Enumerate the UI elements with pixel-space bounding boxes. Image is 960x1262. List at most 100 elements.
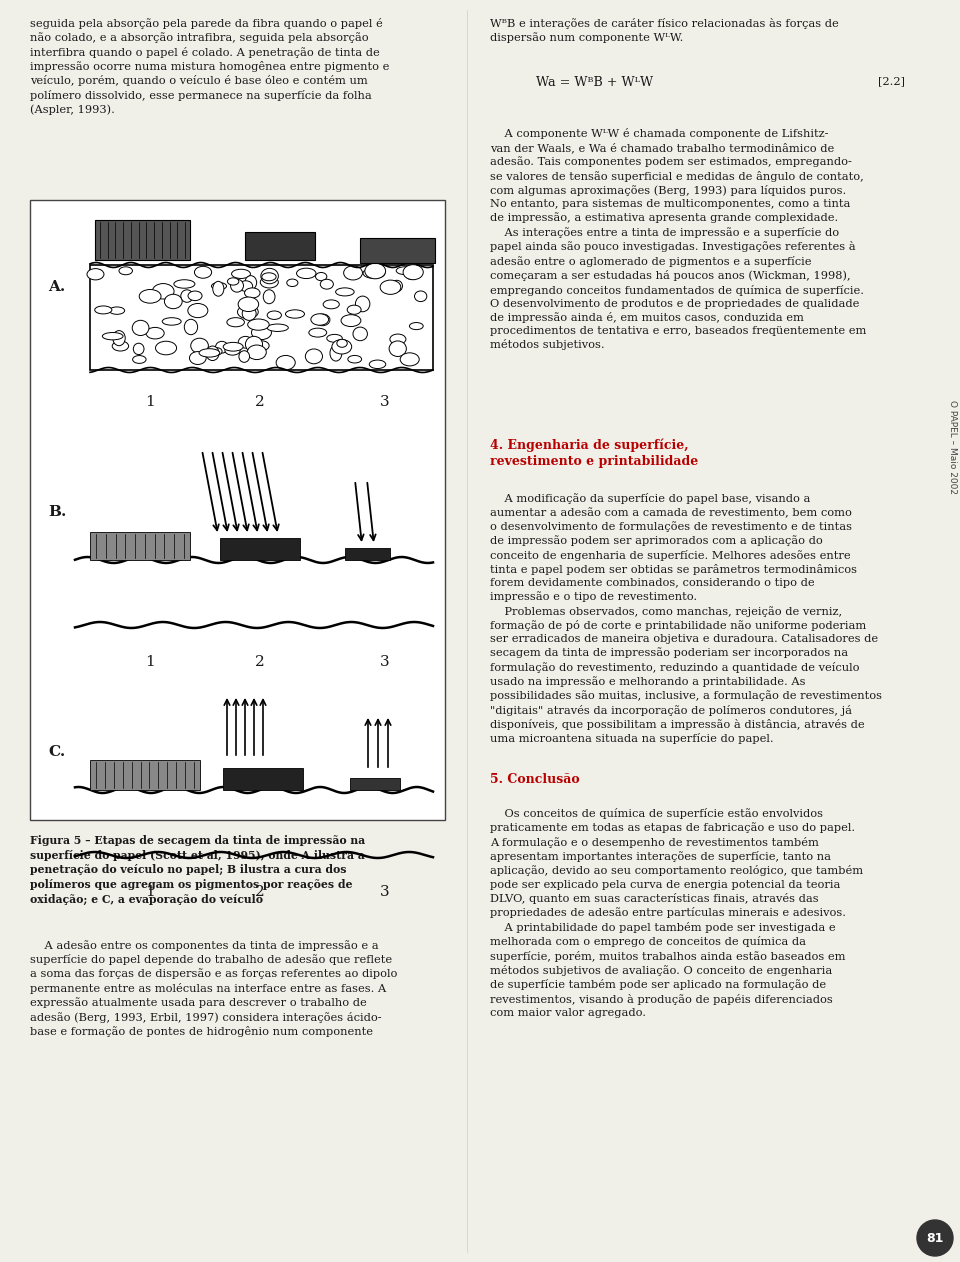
Ellipse shape (109, 307, 125, 314)
Ellipse shape (254, 341, 269, 351)
Ellipse shape (225, 346, 240, 355)
Bar (95, 220, 190, 260)
Ellipse shape (260, 276, 278, 288)
Bar (30, 199, 445, 820)
Ellipse shape (332, 339, 351, 355)
Ellipse shape (245, 275, 256, 289)
Ellipse shape (206, 346, 219, 361)
Ellipse shape (132, 356, 146, 363)
Ellipse shape (403, 265, 423, 280)
Ellipse shape (380, 280, 401, 294)
Text: A modificação da superfície do papel base, visando a
aumentar a adesão com a cam: A modificação da superfície do papel bas… (490, 493, 882, 745)
Ellipse shape (326, 334, 343, 342)
Ellipse shape (139, 289, 161, 303)
Ellipse shape (184, 319, 198, 334)
Ellipse shape (341, 314, 361, 327)
Ellipse shape (112, 331, 125, 346)
Ellipse shape (180, 290, 193, 303)
Ellipse shape (309, 328, 326, 337)
Ellipse shape (238, 337, 252, 348)
Ellipse shape (248, 345, 266, 360)
Ellipse shape (410, 323, 423, 329)
Text: WᴮB e interações de caráter físico relacionadas às forças de
dispersão num compo: WᴮB e interações de caráter físico relac… (490, 18, 839, 43)
Ellipse shape (211, 283, 227, 290)
Ellipse shape (248, 319, 269, 331)
Ellipse shape (263, 290, 275, 304)
Ellipse shape (337, 339, 348, 347)
Text: A adesão entre os componentes da tinta de impressão e a
superfície do papel depe: A adesão entre os componentes da tinta d… (30, 940, 397, 1037)
Ellipse shape (189, 352, 206, 365)
Ellipse shape (156, 341, 177, 355)
Ellipse shape (103, 332, 123, 339)
Ellipse shape (252, 326, 272, 339)
Text: C.: C. (48, 745, 65, 758)
Bar (90, 533, 190, 560)
Ellipse shape (389, 341, 406, 356)
Ellipse shape (261, 269, 278, 284)
Ellipse shape (390, 334, 406, 345)
Ellipse shape (370, 360, 386, 369)
Bar (360, 239, 435, 262)
Text: 1: 1 (145, 395, 155, 409)
Ellipse shape (132, 321, 149, 336)
Ellipse shape (112, 341, 129, 351)
Ellipse shape (213, 281, 224, 297)
Ellipse shape (348, 356, 362, 363)
Bar (90, 265, 433, 370)
Ellipse shape (415, 292, 427, 302)
Ellipse shape (330, 346, 342, 361)
Ellipse shape (227, 318, 245, 327)
Ellipse shape (223, 342, 243, 351)
Ellipse shape (363, 268, 385, 279)
Ellipse shape (336, 288, 354, 295)
Bar (245, 232, 315, 260)
Ellipse shape (355, 297, 370, 312)
Text: Os conceitos de química de superfície estão envolvidos
praticamente em todas as : Os conceitos de química de superfície es… (490, 808, 863, 1018)
Ellipse shape (276, 356, 296, 370)
Ellipse shape (188, 292, 202, 300)
Ellipse shape (238, 297, 258, 312)
Ellipse shape (245, 288, 260, 298)
Ellipse shape (324, 300, 339, 309)
Bar (220, 538, 300, 560)
Ellipse shape (287, 279, 298, 286)
Ellipse shape (239, 351, 250, 362)
Ellipse shape (188, 303, 208, 318)
Text: 3: 3 (380, 885, 390, 899)
Ellipse shape (396, 266, 414, 275)
Ellipse shape (344, 266, 363, 280)
Ellipse shape (353, 327, 368, 341)
Ellipse shape (199, 348, 220, 357)
Circle shape (917, 1220, 953, 1256)
Text: Figura 5 – Etapas de secagem da tinta de impressão na
superfície do papel (Scott: Figura 5 – Etapas de secagem da tinta de… (30, 835, 365, 905)
Text: B.: B. (48, 505, 66, 519)
Bar (350, 777, 400, 790)
Ellipse shape (87, 269, 104, 280)
Text: [2.2]: [2.2] (878, 76, 905, 86)
Bar (223, 769, 303, 790)
Ellipse shape (267, 324, 288, 332)
Ellipse shape (365, 264, 386, 279)
Ellipse shape (305, 350, 323, 363)
Text: 3: 3 (380, 395, 390, 409)
Text: 4. Engenharia de superfície,
revestimento e printabilidade: 4. Engenharia de superfície, revestiment… (490, 438, 698, 468)
Ellipse shape (400, 353, 420, 366)
Ellipse shape (146, 327, 164, 339)
Text: Wa = WᴮB + WᴸW: Wa = WᴮB + WᴸW (520, 76, 653, 90)
Ellipse shape (162, 318, 181, 326)
Text: 5. Conclusão: 5. Conclusão (490, 774, 580, 786)
Ellipse shape (195, 266, 211, 278)
Text: 1: 1 (145, 885, 155, 899)
Ellipse shape (316, 273, 326, 280)
Ellipse shape (153, 284, 174, 299)
Ellipse shape (174, 280, 195, 288)
Text: seguida pela absorção pela parede da fibra quando o papel é
não colado, e a abso: seguida pela absorção pela parede da fib… (30, 18, 390, 115)
Ellipse shape (311, 314, 328, 326)
Text: 81: 81 (926, 1232, 944, 1244)
Ellipse shape (315, 314, 330, 326)
Text: 3: 3 (380, 655, 390, 669)
Text: O PAPEL – Maio 2002: O PAPEL – Maio 2002 (948, 400, 956, 493)
Ellipse shape (239, 280, 252, 292)
Ellipse shape (228, 278, 239, 285)
Ellipse shape (262, 273, 276, 280)
